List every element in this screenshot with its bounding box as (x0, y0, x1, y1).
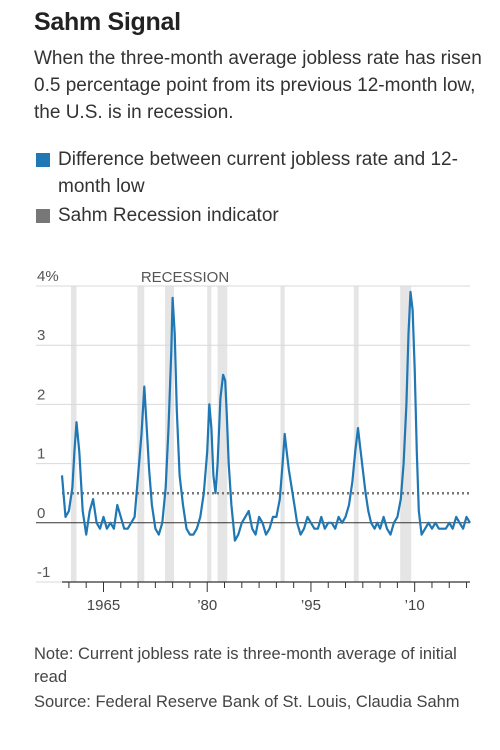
series-line-difference (60, 290, 471, 542)
recession-band-2 (165, 286, 175, 582)
legend-item-difference: Difference between current jobless rate … (34, 146, 474, 200)
y-tick-label-4: 3 (37, 327, 45, 344)
y-tick-label-1: 0 (37, 505, 45, 522)
footer-note: Note: Current jobless rate is three-mont… (34, 645, 457, 686)
y-tick-label-3: 2 (37, 386, 45, 403)
y-tick-label-2: 1 (37, 446, 45, 463)
legend: Difference between current jobless rate … (34, 146, 474, 229)
legend-label-difference: Difference between current jobless rate … (58, 149, 458, 197)
x-tick-label-1: ’80 (197, 597, 217, 614)
x-tick-label-3: ’10 (405, 597, 425, 614)
x-tick-label-2: ’95 (301, 597, 321, 614)
legend-swatch-difference (36, 153, 50, 167)
footer: Note: Current jobless rate is three-mont… (34, 643, 484, 714)
recession-band-3 (207, 286, 212, 582)
y-tick-label-0: -1 (37, 564, 50, 581)
line-chart: -1 0 1 2 3 4% 1965 ’80 ’95 ’10 RECESSION (36, 268, 471, 614)
footer-source: Source: Federal Reserve Bank of St. Loui… (34, 693, 460, 711)
x-ticks (68, 582, 468, 592)
x-tick-label-0: 1965 (87, 597, 120, 614)
y-tick-labels: -1 0 1 2 3 4% (37, 268, 59, 581)
chart-title: Sahm Signal (34, 8, 181, 36)
recession-band-0 (70, 286, 77, 582)
recession-band-4 (217, 286, 228, 582)
recession-label: RECESSION (141, 269, 229, 286)
recession-bands (70, 286, 412, 582)
x-tick-labels: 1965 ’80 ’95 ’10 (87, 597, 425, 614)
y-tick-label-5: 4% (37, 268, 59, 285)
legend-item-sahm-indicator: Sahm Recession indicator (34, 202, 474, 229)
legend-label-sahm-indicator: Sahm Recession indicator (58, 205, 279, 226)
chart-subtitle: When the three-month average jobless rat… (34, 48, 482, 123)
recession-band-5 (280, 286, 285, 582)
legend-swatch-sahm-indicator (36, 209, 50, 223)
